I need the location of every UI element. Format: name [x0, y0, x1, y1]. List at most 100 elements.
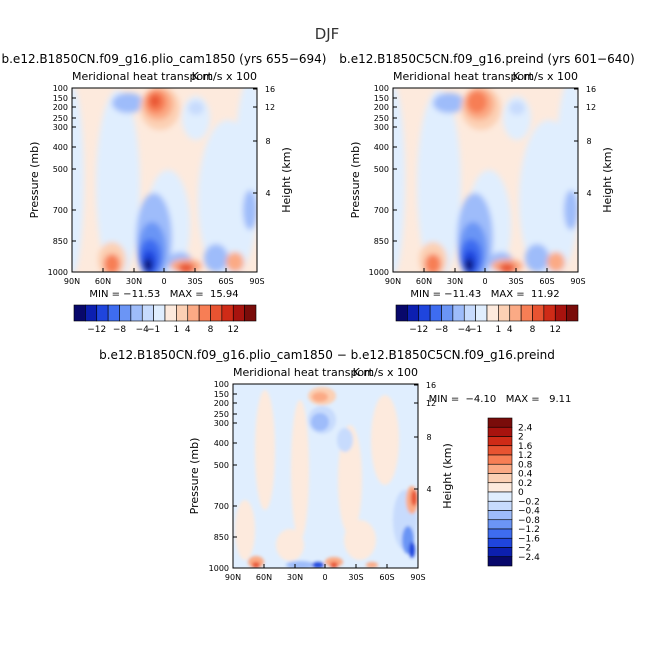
colorbar-label: 0.8: [518, 460, 533, 470]
x-tick-label: 30N: [447, 277, 463, 286]
y-tick-label: 100: [53, 84, 68, 93]
y-axis-ticks: 1000 850 700 500 400 300 250 200 150 100: [48, 84, 76, 277]
x-tick-label: 90N: [225, 573, 241, 582]
x-tick-label: 30S: [187, 277, 202, 286]
colorbar-swatch: [487, 445, 513, 456]
y-tick-label: 700: [214, 502, 229, 511]
colorbar-swatch: [543, 304, 556, 322]
y-tick-label: 700: [374, 206, 389, 215]
y-axis-label: Pressure (mb): [28, 142, 41, 219]
y-tick-label: 850: [53, 237, 68, 246]
y-axis-label: Pressure (mb): [349, 142, 362, 219]
y-tick-label: 100: [374, 84, 389, 93]
colorbar-label: −4: [458, 325, 472, 335]
colorbar-swatch: [452, 304, 465, 322]
colorbar-label: −2.4: [518, 553, 540, 563]
x-tick-label: 0: [322, 573, 327, 582]
min-max-stats: MIN = −11.53 MAX = 15.94: [89, 289, 238, 300]
colorbar-label: −1: [147, 325, 160, 335]
panel-subtitle: Meridional heat transport: [393, 70, 534, 83]
colorbar-label: −0.2: [518, 497, 540, 507]
colorbar-swatch: [498, 304, 511, 322]
y-tick-label: 850: [374, 237, 389, 246]
colorbar-swatch: [554, 304, 567, 322]
height-tick-label: 4: [586, 189, 591, 198]
y-tick-label: 300: [53, 123, 68, 132]
contour-field: [393, 88, 578, 272]
y-tick-label: 500: [53, 165, 68, 174]
colorbar-swatch: [487, 500, 513, 511]
y-tick-label: 150: [374, 94, 389, 103]
colorbar-swatch: [96, 304, 109, 322]
y-axis-ticks: 1000 850 700 500 400 300 250 200 150 100: [209, 380, 237, 573]
panel-subtitle: Meridional heat transport: [72, 70, 213, 83]
colorbar-plio: −12 −8 −4−1 1 4 8 12: [73, 304, 257, 335]
x-tick-label: 30N: [126, 277, 142, 286]
height-axis-ticks: 4 8 12 16: [414, 381, 436, 494]
x-tick-label: 90S: [410, 573, 425, 582]
colorbar-label: −1: [469, 325, 482, 335]
colorbar-difference: 2.421.61.20.80.40.20−0.2−0.4−0.8−1.2−1.6…: [487, 417, 540, 567]
colorbar-label: 8: [208, 325, 214, 335]
colorbar-swatch: [487, 454, 513, 465]
y-axis-ticks: 1000 850 700 500 400 300 250 200 150 100: [369, 84, 397, 277]
colorbar-swatch: [487, 482, 513, 493]
height-axis-ticks: 4 8 12 16: [574, 85, 596, 198]
height-tick-label: 8: [586, 137, 591, 146]
colorbar-preind: −12 −8 −4−1 1 4 8 12: [395, 304, 579, 335]
colorbar-label: 0.4: [518, 470, 533, 480]
colorbar-swatch: [487, 463, 513, 474]
colorbar-swatch: [487, 556, 513, 567]
height-tick-label: 8: [426, 433, 431, 442]
height-tick-label: 12: [265, 103, 275, 112]
colorbar-label: 0.2: [518, 479, 532, 489]
x-tick-label: 0: [161, 277, 166, 286]
x-tick-label: 60N: [416, 277, 432, 286]
height-axis-label: Height (km): [441, 443, 454, 509]
colorbar-label: 2: [518, 433, 524, 443]
colorbar-swatch: [210, 304, 223, 322]
colorbar-swatch: [487, 436, 513, 447]
colorbar-swatch: [487, 473, 513, 484]
x-tick-label: 30S: [508, 277, 523, 286]
colorbar-label: −0.8: [518, 516, 540, 526]
panel-units: K m/s x 100: [192, 70, 257, 83]
colorbar-swatch: [429, 304, 442, 322]
colorbar-swatch: [487, 547, 513, 558]
colorbar-label: −0.4: [518, 507, 540, 517]
x-axis-ticks: 90N 60N 30N 0 30S 60S 90S: [385, 268, 586, 286]
min-max-stats: MIN = −4.10 MAX = 9.11: [429, 394, 572, 405]
colorbar-swatch: [244, 304, 257, 322]
colorbar-swatch: [153, 304, 166, 322]
colorbar-swatch: [130, 304, 143, 322]
colorbar-swatch: [487, 426, 513, 437]
y-tick-label: 200: [214, 399, 229, 408]
colorbar-swatch: [566, 304, 579, 322]
height-tick-label: 12: [426, 399, 436, 408]
colorbar-swatch: [198, 304, 211, 322]
x-tick-label: 90N: [64, 277, 80, 286]
colorbar-swatch: [221, 304, 234, 322]
colorbar-label: 1: [174, 325, 180, 335]
panel-subtitle: Meridional heat transport: [233, 366, 374, 379]
panel-plio: b.e12.B1850CN.f09_g16.plio_cam1850 (yrs …: [2, 52, 327, 300]
colorbar-swatch: [487, 417, 513, 428]
colorbar-swatch: [176, 304, 189, 322]
colorbar-swatch: [441, 304, 454, 322]
height-tick-label: 16: [586, 85, 596, 94]
colorbar-label: −1.2: [518, 525, 540, 535]
height-tick-label: 8: [265, 137, 270, 146]
colorbar-label: −8: [435, 325, 449, 335]
colorbar-swatch: [487, 491, 513, 502]
colorbar-swatch: [520, 304, 533, 322]
colorbar-label: 4: [507, 325, 513, 335]
x-tick-label: 90S: [249, 277, 264, 286]
colorbar-swatch: [532, 304, 545, 322]
y-tick-label: 250: [53, 114, 68, 123]
panel-title: b.e12.B1850C5CN.f09_g16.preind (yrs 601−…: [339, 52, 634, 66]
colorbar-label: 12: [228, 325, 239, 335]
colorbar-swatch: [487, 510, 513, 521]
contour-field: [233, 384, 418, 568]
y-tick-label: 300: [214, 419, 229, 428]
y-tick-label: 1000: [48, 268, 68, 277]
